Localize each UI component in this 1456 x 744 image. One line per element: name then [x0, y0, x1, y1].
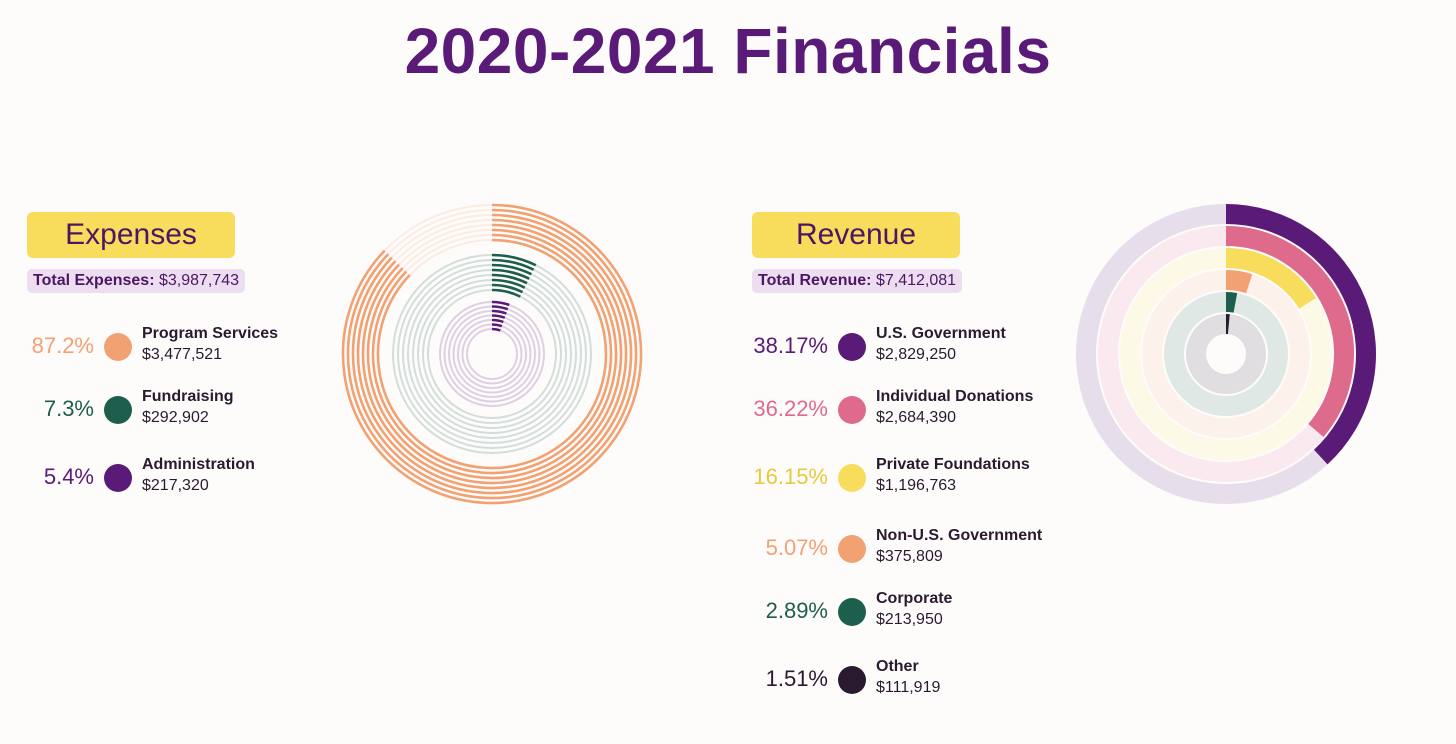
radial-bar: [346, 208, 638, 500]
legend-swatch: [838, 333, 866, 361]
radial-track: [402, 264, 582, 444]
radial-track: [1186, 314, 1266, 394]
radial-bar: [491, 305, 509, 311]
legend-pct: 87.2%: [31, 333, 94, 358]
expenses-total: Total Expenses: $3,987,743: [27, 269, 246, 293]
radial-bar: [491, 288, 521, 298]
legend-swatch: [838, 396, 866, 424]
legend-item: 2.89% Corporate $213,950: [766, 590, 1058, 634]
radial-bar: [341, 203, 643, 505]
radial-track: [342, 204, 642, 504]
legend-name: Private Foundations: [876, 456, 1030, 473]
radial-track: [439, 301, 545, 407]
radial-bar: [491, 323, 503, 328]
legend-swatch: [104, 396, 132, 424]
radial-bar: [491, 327, 501, 332]
radial-bar: [491, 263, 532, 276]
legend-pct: 5.4%: [43, 464, 94, 489]
radial-bar: [491, 268, 530, 280]
legend-item: 1.51% Other $111,919: [766, 658, 1058, 702]
legend-name: Administration: [142, 456, 255, 473]
legend-pct: 36.22%: [753, 396, 828, 421]
expenses-heading: Expenses: [27, 212, 235, 258]
legend-name: Non-U.S. Government: [876, 527, 1043, 544]
radial-track: [466, 328, 518, 380]
legend-pct: 1.51%: [765, 666, 828, 691]
expenses-radial-chart: [341, 203, 643, 505]
legend-swatch: [104, 333, 132, 361]
expenses-total-value: $3,987,743: [158, 272, 240, 289]
revenue-radial-chart: [1076, 204, 1376, 504]
radial-bar: [491, 278, 526, 289]
radial-bar: [491, 318, 504, 324]
legend-pct: 38.17%: [753, 333, 828, 358]
radial-bar: [491, 258, 535, 271]
legend-item: 5.07% Non-U.S. Government $375,809: [766, 527, 1058, 571]
legend-name: Other: [876, 658, 919, 675]
radial-bar: [491, 283, 524, 294]
legend-amount: $375,809: [876, 548, 943, 565]
radial-track: [352, 214, 632, 494]
legend-name: Program Services: [142, 325, 279, 342]
legend-amount: $2,829,250: [876, 346, 957, 363]
legend-amount: $217,320: [142, 477, 209, 494]
radial-track: [452, 314, 532, 394]
revenue-heading: Revenue: [752, 212, 960, 258]
page-title: 2020-2021 Financials: [404, 15, 1052, 87]
revenue-total-value: $7,412,081: [875, 272, 957, 289]
radial-bar: [491, 309, 507, 315]
legend-item: 36.22% Individual Donations $2,684,390: [753, 388, 1058, 432]
legend-pct: 5.07%: [765, 535, 828, 560]
radial-bar: [376, 238, 608, 470]
radial-bar: [351, 213, 633, 495]
radial-track: [461, 323, 523, 385]
radial-track: [397, 259, 587, 449]
legend-name: Corporate: [876, 590, 953, 607]
radial-bar: [371, 233, 613, 475]
radial-track: [347, 209, 637, 499]
radial-bar: [366, 228, 618, 480]
legend-pct: 16.15%: [753, 464, 828, 489]
legend-item: 38.17% U.S. Government $2,829,250: [753, 325, 1058, 369]
legend-swatch: [104, 464, 132, 492]
radial-bar: [491, 314, 506, 319]
revenue-total-label: Total Revenue:: [758, 272, 872, 289]
radial-bar: [1225, 269, 1253, 294]
legend-amount: $213,950: [876, 611, 943, 628]
revenue-total: Total Revenue: $7,412,081: [752, 269, 963, 293]
legend-name: Fundraising: [142, 388, 234, 405]
radial-track: [412, 274, 572, 434]
legend-item: 87.2% Program Services $3,477,521: [32, 325, 324, 369]
legend-item: 16.15% Private Foundations $1,196,763: [753, 456, 1058, 500]
radial-bar: [1225, 291, 1238, 313]
legend-item: 5.4% Administration $217,320: [44, 456, 324, 500]
radial-bar: [491, 300, 510, 307]
legend-pct: 7.3%: [43, 396, 94, 421]
radial-bar: [491, 253, 537, 267]
expenses-total-label: Total Expenses:: [33, 272, 155, 289]
legend-swatch: [838, 598, 866, 626]
radial-bar: [1225, 226, 1354, 437]
radial-bar: [491, 273, 528, 285]
legend-item: 7.3% Fundraising $292,902: [44, 388, 324, 432]
legend-swatch: [838, 464, 866, 492]
legend-pct: 2.89%: [765, 598, 828, 623]
legend-name: U.S. Government: [876, 325, 1006, 342]
radial-bar: [1225, 248, 1317, 309]
legend-swatch: [838, 535, 866, 563]
legend-swatch: [838, 666, 866, 694]
legend-name: Individual Donations: [876, 388, 1034, 405]
radial-track: [407, 269, 577, 439]
radial-bar: [1225, 204, 1376, 465]
legend-amount: $1,196,763: [876, 477, 957, 494]
legend-amount: $292,902: [142, 409, 209, 426]
legend-amount: $2,684,390: [876, 409, 957, 426]
radial-bar: [361, 223, 623, 485]
radial-bar: [356, 218, 628, 490]
legend-amount: $111,919: [876, 679, 941, 696]
radial-track: [427, 289, 557, 419]
legend-amount: $3,477,521: [142, 346, 223, 363]
